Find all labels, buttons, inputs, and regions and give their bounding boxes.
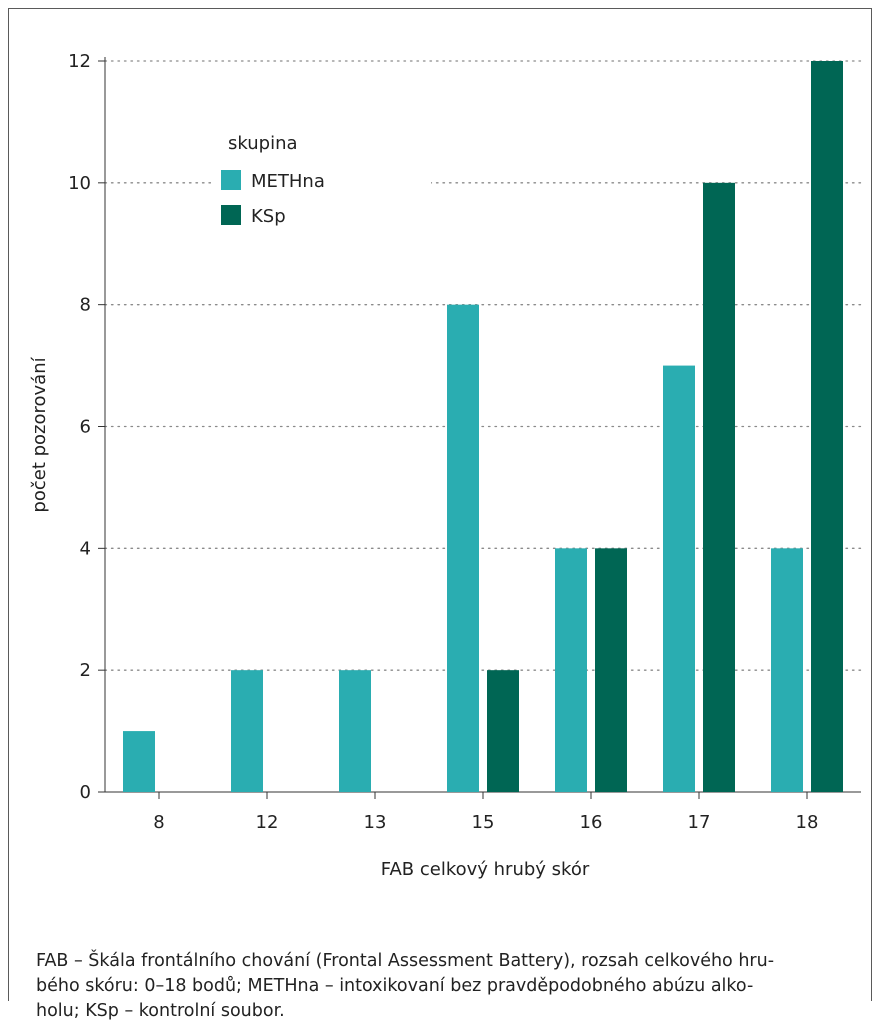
figure-frame: 0 2 4 6 8 10 12 8 12 13 15 16 17 18 skupina METHna K… — [8, 8, 872, 1021]
bar-ksp-15 — [487, 670, 519, 792]
legend: skupina METHna KSp — [211, 121, 431, 227]
bar-ksp-17 — [703, 182, 735, 793]
bar-ksp-16 — [595, 548, 627, 792]
bar-ksp-18 — [811, 61, 843, 792]
caption-line-2: bého skóru: 0–18 bodů; METHna – intoxiko… — [36, 976, 754, 996]
legend-swatch-ksp — [221, 205, 241, 225]
bar-methna-8 — [123, 731, 155, 792]
x-tick-label: 13 — [364, 812, 387, 833]
caption-line-1: FAB – Škála frontálního chování (Frontal… — [36, 951, 775, 971]
legend-swatch-methna — [221, 170, 241, 190]
x-tick-label: 12 — [256, 812, 279, 833]
y-tick-label: 12 — [68, 51, 91, 72]
bar-methna-18 — [771, 548, 803, 792]
legend-label-methna: METHna — [251, 171, 325, 192]
bar-methna-13 — [339, 670, 371, 792]
bars — [123, 61, 843, 793]
bar-methna-12 — [231, 670, 263, 792]
x-tick-labels: 8 12 13 15 16 17 18 — [153, 812, 818, 833]
y-tick-label: 0 — [80, 782, 91, 803]
bar-chart: 0 2 4 6 8 10 12 8 12 13 15 16 17 18 skupina METHna K… — [29, 51, 862, 880]
x-tick-label: 15 — [472, 812, 495, 833]
figure-caption: FAB – Škála frontálního chování (Frontal… — [36, 949, 856, 1024]
y-tick-label: 8 — [80, 295, 91, 316]
y-axis-title: počet pozorování — [29, 356, 50, 512]
y-tick-label: 2 — [80, 660, 91, 681]
legend-label-ksp: KSp — [251, 206, 286, 227]
x-tick-label: 16 — [580, 812, 603, 833]
x-tick-label: 8 — [153, 812, 164, 833]
legend-title: skupina — [228, 133, 298, 154]
caption-line-3: holu; KSp – kontrolní soubor. — [36, 1001, 285, 1021]
legend-background — [211, 121, 431, 225]
x-tick-label: 17 — [688, 812, 711, 833]
y-tick-labels: 0 2 4 6 8 10 12 — [68, 51, 91, 803]
x-tick-label: 18 — [796, 812, 819, 833]
x-axis-title: FAB celkový hrubý skór — [381, 859, 590, 880]
bar-methna-16 — [555, 548, 587, 792]
y-tick-label: 6 — [80, 417, 91, 438]
bar-methna-17 — [663, 365, 695, 792]
y-tick-label: 10 — [68, 173, 91, 194]
bar-methna-15 — [447, 304, 479, 792]
y-tick-label: 4 — [80, 538, 91, 559]
